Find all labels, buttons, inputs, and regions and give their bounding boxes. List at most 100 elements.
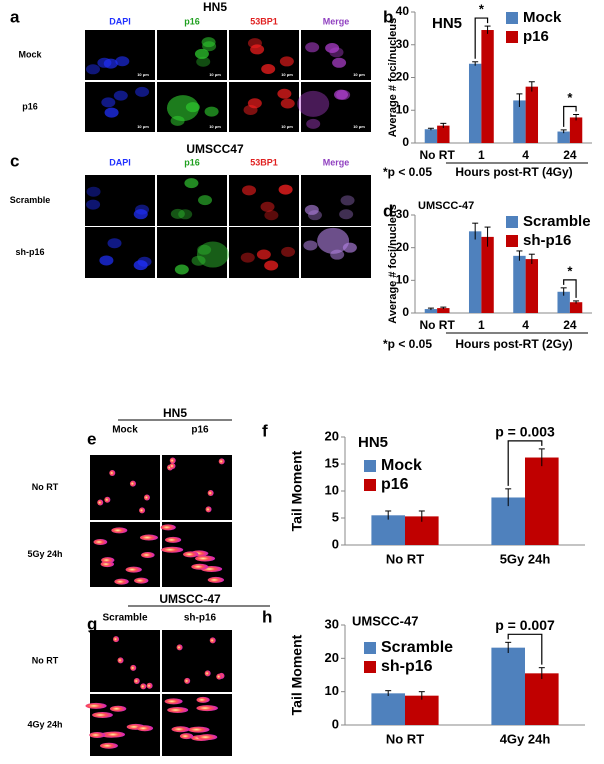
cell-nucleus — [166, 95, 199, 122]
y-axis-label: Average # foci/nucleus — [387, 18, 399, 137]
panel-letter: g — [87, 614, 97, 633]
comet — [197, 734, 218, 741]
cell-nucleus — [277, 88, 292, 99]
y-tick-label: 0 — [332, 716, 339, 731]
comet — [117, 657, 124, 664]
bar — [569, 302, 583, 313]
column-label: Merge — [323, 157, 350, 167]
micrograph — [90, 630, 160, 692]
significance-bracket — [507, 633, 543, 665]
cell-nucleus — [107, 238, 122, 249]
cell-nucleus — [86, 64, 101, 75]
cell-nucleus — [198, 195, 213, 206]
y-axis-label: Average # foci/nucleus — [387, 204, 399, 323]
column-label: p16 — [184, 16, 200, 26]
micrograph — [301, 30, 371, 80]
x-tick-label: 4 — [522, 318, 529, 332]
bar — [481, 236, 494, 313]
column-label: 53BP1 — [250, 157, 278, 167]
cell-nucleus — [279, 56, 294, 67]
significance-bracket — [563, 105, 577, 127]
panel-letter: d — [383, 201, 393, 220]
comet — [113, 636, 120, 643]
cell-nucleus — [204, 106, 219, 117]
cell-nucleus — [303, 240, 318, 251]
bar — [424, 309, 438, 313]
x-tick-label: No RT — [386, 731, 424, 746]
comet — [196, 705, 218, 712]
y-tick-label: 20 — [396, 240, 410, 254]
comet — [218, 458, 225, 465]
comet — [85, 702, 107, 709]
comet — [207, 576, 225, 583]
row-label: Mock — [18, 49, 42, 59]
x-tick-label: 24 — [563, 148, 577, 162]
significance-label: p = 0.007 — [495, 617, 555, 633]
comet — [139, 507, 146, 514]
cell-nucleus — [281, 246, 296, 257]
cell-nucleus — [178, 209, 193, 220]
cell-nucleus — [247, 98, 262, 109]
cell-nucleus — [297, 90, 330, 117]
y-tick-label: 20 — [396, 70, 410, 84]
cell-nucleus — [306, 118, 321, 129]
bar — [513, 255, 526, 313]
y-tick-label: 10 — [396, 273, 410, 287]
note: *p < 0.05 — [383, 165, 432, 179]
column-label: DAPI — [109, 157, 131, 167]
comet — [134, 577, 149, 584]
cell-nucleus — [135, 204, 150, 215]
x-tick-label: No RT — [419, 148, 455, 162]
comet — [130, 664, 137, 671]
y-tick-label: 40 — [396, 4, 410, 18]
scale-label: 10 μm — [209, 72, 221, 77]
y-tick-label: 10 — [325, 482, 339, 497]
cell-nucleus — [250, 44, 265, 55]
significance-bracket — [507, 440, 543, 486]
column-label: Mock — [112, 425, 138, 436]
comet — [171, 726, 190, 733]
y-tick-label: 0 — [402, 135, 409, 149]
comet — [184, 677, 191, 684]
scale-label: 10 μm — [137, 72, 149, 77]
y-tick-label: 20 — [325, 650, 339, 665]
y-tick-label: 30 — [396, 37, 410, 51]
comet — [109, 469, 116, 476]
panel-title: UMSCC47 — [186, 142, 244, 156]
significance-label: * — [567, 263, 573, 278]
note: *p < 0.05 — [383, 337, 432, 351]
panel-letter: a — [10, 7, 20, 26]
y-tick-label: 5 — [332, 509, 339, 524]
comet — [97, 499, 104, 506]
x-tick-label: No RT — [386, 551, 424, 566]
x-tick-label: 1 — [478, 148, 485, 162]
y-tick-label: 30 — [396, 207, 410, 221]
panel-letter: f — [262, 421, 268, 440]
comet — [92, 711, 113, 718]
cell-nucleus — [304, 204, 319, 215]
y-tick-label: 10 — [396, 102, 410, 116]
x-tick-label: 1 — [478, 318, 485, 332]
comet — [191, 563, 209, 570]
row-label: 5Gy 24h — [27, 549, 62, 559]
legend-swatch — [506, 12, 518, 24]
comet — [176, 644, 183, 651]
bar — [525, 673, 559, 725]
cell-nucleus — [317, 227, 350, 254]
comet — [114, 578, 129, 585]
legend-label: Mock — [381, 457, 422, 474]
micrograph — [157, 227, 227, 278]
cell-nucleus — [240, 252, 255, 263]
x-tick-label: 4Gy 24h — [500, 731, 551, 746]
comet — [146, 682, 153, 689]
bar — [437, 308, 450, 313]
comet — [143, 494, 150, 501]
chart-title: UMSCC-47 — [418, 200, 474, 212]
comet — [196, 696, 210, 703]
legend-swatch — [364, 661, 376, 673]
row-label: Scramble — [10, 195, 51, 205]
comet — [133, 677, 140, 684]
comet — [136, 725, 154, 732]
bar — [557, 291, 570, 313]
